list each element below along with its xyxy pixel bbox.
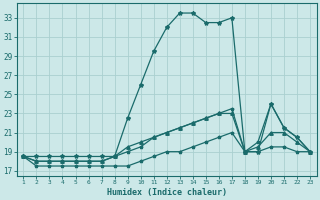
X-axis label: Humidex (Indice chaleur): Humidex (Indice chaleur) <box>107 188 227 197</box>
